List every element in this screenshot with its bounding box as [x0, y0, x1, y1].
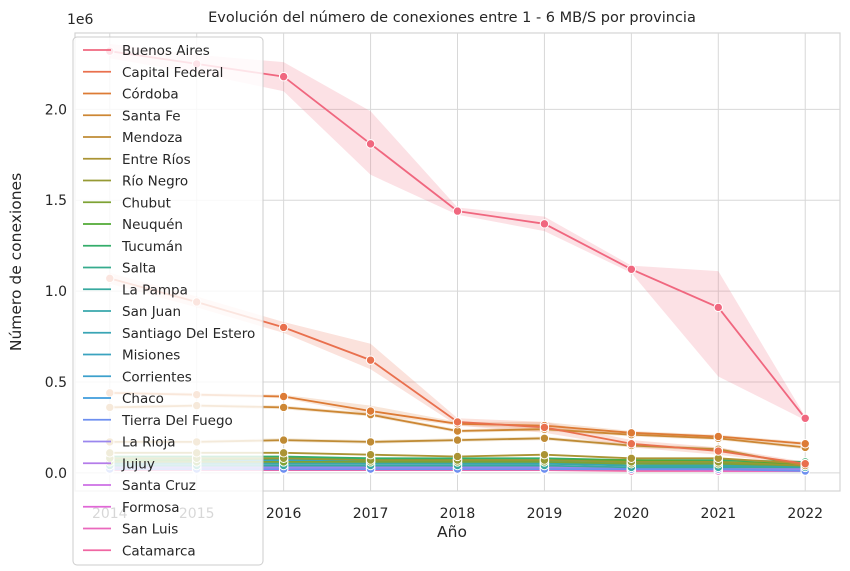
- y-axis-label: Número de conexiones: [7, 173, 25, 351]
- legend-entry: Santa Fe: [122, 108, 181, 124]
- legend-entry: La Pampa: [122, 282, 188, 298]
- legend-entry: Tucumán: [121, 239, 183, 255]
- data-point: [452, 417, 463, 427]
- legend-entry: Salta: [122, 261, 156, 277]
- legend-entry: Mendoza: [122, 130, 183, 146]
- data-point: [539, 422, 550, 433]
- confidence-band: [109, 43, 806, 421]
- data-point: [365, 139, 376, 149]
- legend-entry: Chaco: [122, 391, 164, 407]
- legend-entry: Formosa: [122, 500, 180, 516]
- data-point: [713, 446, 723, 456]
- legend-entry: Santiago Del Estero: [122, 326, 255, 342]
- legend-box: [72, 36, 264, 566]
- data-point: [365, 449, 376, 460]
- y-tick-label: 1.5: [45, 193, 67, 209]
- data-point: [539, 449, 550, 460]
- legend-entry: La Rioja: [122, 435, 176, 451]
- data-point: [278, 71, 289, 82]
- y-tick-label: 1.0: [45, 284, 67, 300]
- legend-entry: San Juan: [122, 304, 181, 320]
- legend-entry: Neuquén: [122, 217, 183, 233]
- legend-entry: Corrientes: [122, 369, 192, 385]
- data-point: [539, 433, 550, 443]
- chart-title: Evolución del número de conexiones entre…: [208, 10, 696, 26]
- legend-entry: Catamarca: [122, 543, 196, 559]
- x-tick-label: 2022: [787, 506, 823, 522]
- data-point: [278, 402, 289, 413]
- x-tick-label: 2016: [266, 506, 302, 522]
- y-axis-ticks: 0.0 0.5 1.0 1.5 2.0: [45, 102, 67, 481]
- legend-entry: Misiones: [122, 348, 180, 364]
- data-point: [278, 322, 289, 333]
- data-point: [452, 206, 463, 216]
- x-tick-label: 2019: [527, 506, 563, 522]
- data-point: [800, 439, 810, 449]
- y-tick-label: 0.5: [45, 375, 67, 391]
- data-point: [800, 459, 810, 469]
- data-point: [713, 431, 723, 442]
- x-tick-label: 2018: [440, 506, 476, 522]
- data-point: [626, 264, 637, 274]
- legend-entry: Río Negro: [122, 174, 188, 190]
- legend: Buenos Aires Capital Federal Córdoba Santa …: [72, 36, 264, 566]
- data-point: [713, 302, 723, 313]
- data-point: [800, 413, 810, 424]
- legend-entry: Tierra Del Fuego: [121, 413, 233, 429]
- data-point: [452, 451, 463, 462]
- legend-entry: Jujuy: [121, 456, 155, 472]
- x-tick-label: 2017: [353, 506, 389, 522]
- y-tick-label: 2.0: [45, 102, 67, 118]
- data-point: [452, 435, 463, 445]
- x-axis-label: Año: [437, 523, 467, 541]
- legend-entry: San Luis: [122, 522, 178, 538]
- data-point: [365, 406, 376, 416]
- legend-entry: Chubut: [122, 195, 171, 211]
- legend-entry: Entre Ríos: [122, 152, 191, 168]
- data-point: [365, 437, 376, 447]
- legend-entry: Buenos Aires: [122, 43, 210, 59]
- legend-entry: Capital Federal: [122, 65, 223, 81]
- legend-entry: Santa Cruz: [122, 478, 196, 494]
- y-tick-label: 0.0: [45, 466, 67, 482]
- data-point: [539, 219, 550, 229]
- data-point: [278, 448, 289, 458]
- x-tick-label: 2020: [614, 506, 650, 522]
- x-tick-label: 2021: [700, 506, 736, 522]
- data-point: [365, 355, 376, 365]
- data-point: [278, 391, 289, 402]
- data-point: [626, 439, 637, 449]
- data-point: [626, 453, 637, 463]
- y-offset-label: 1e6: [67, 12, 94, 28]
- data-point: [626, 428, 637, 438]
- data-point: [278, 435, 289, 445]
- legend-entry: Córdoba: [122, 87, 179, 103]
